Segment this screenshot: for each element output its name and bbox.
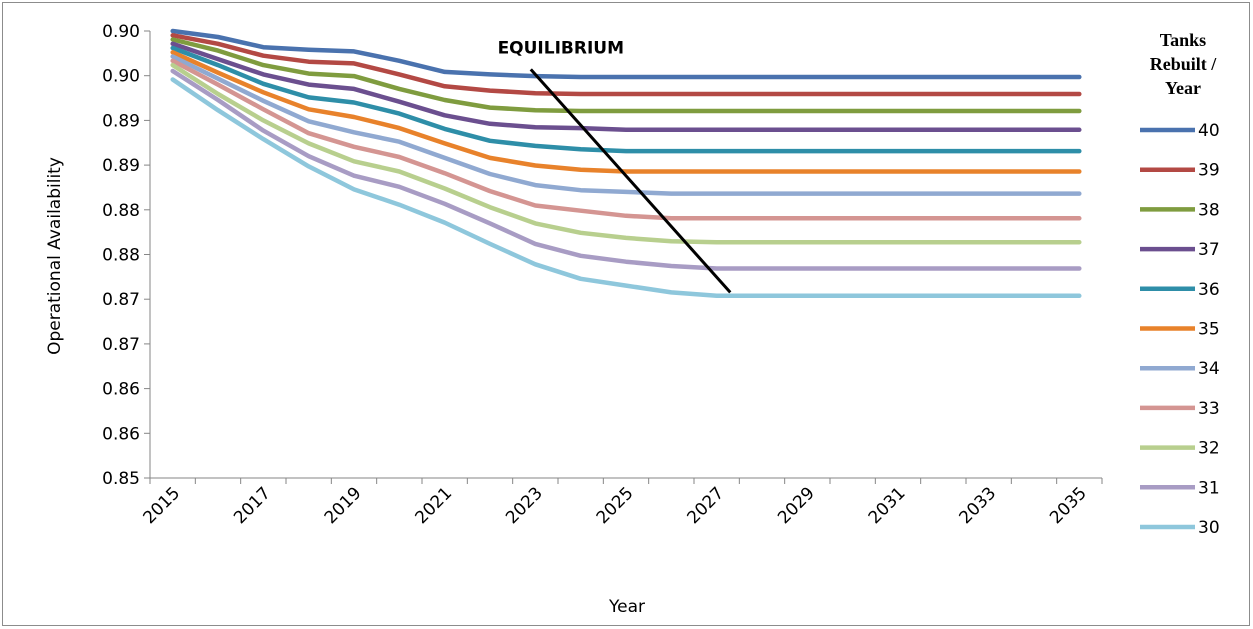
series-line-38 bbox=[170, 37, 1082, 114]
y-tick-label: 0.88 bbox=[102, 201, 140, 221]
x-tick-label: 2029 bbox=[774, 483, 819, 528]
series-line-36 bbox=[170, 45, 1082, 154]
y-tick-label: 0.90 bbox=[102, 67, 140, 87]
legend-title-line-3: Year bbox=[1165, 78, 1201, 98]
series-line-33 bbox=[170, 58, 1082, 221]
y-tick-label: 0.86 bbox=[102, 380, 140, 400]
series-line-35 bbox=[170, 50, 1082, 174]
y-axis-ticks: 0.85 0.86 0.86 0.87 0.87 0.88 0.88 0.89 0.89 0.90… bbox=[102, 22, 150, 489]
plot-area bbox=[149, 31, 1102, 479]
x-tick-label: 2021 bbox=[411, 483, 456, 528]
x-tick-label: 2031 bbox=[865, 483, 910, 528]
equilibrium-label: EQUILIBRIUM bbox=[498, 38, 624, 58]
y-tick-label: 0.88 bbox=[102, 246, 140, 266]
legend-title-line-2: Rebuilt / bbox=[1150, 54, 1218, 74]
x-tick-label: 2027 bbox=[683, 483, 728, 528]
x-tick-label: 2017 bbox=[230, 483, 275, 528]
legend-label-32: 32 bbox=[1198, 439, 1220, 459]
legend-label-39: 39 bbox=[1198, 161, 1220, 181]
series-line-31 bbox=[170, 68, 1082, 271]
x-tick-label: 2023 bbox=[502, 483, 547, 528]
x-axis-ticks: 2015 2017 2019 2021 2023 2025 2027 2029 2031 2033… bbox=[139, 478, 1103, 528]
x-tick-label: 2019 bbox=[321, 483, 366, 528]
equilibrium-line bbox=[529, 68, 732, 294]
legend-label-37: 37 bbox=[1198, 240, 1220, 260]
legend-label-34: 34 bbox=[1198, 359, 1220, 379]
legend-label-35: 35 bbox=[1198, 320, 1220, 340]
legend-label-38: 38 bbox=[1198, 200, 1220, 220]
legend-label-36: 36 bbox=[1198, 280, 1220, 300]
series-line-39 bbox=[170, 33, 1082, 97]
annotations: EQUILIBRIUM bbox=[498, 38, 732, 294]
series-line-37 bbox=[170, 41, 1082, 133]
y-tick-label: 0.86 bbox=[102, 424, 140, 444]
y-tick-label: 0.89 bbox=[102, 111, 140, 131]
legend: Tanks Rebuilt / Year 40 39 38 37 36 35 34 33 32 3… bbox=[1140, 30, 1220, 538]
series-line-32 bbox=[170, 62, 1082, 245]
y-tick-label: 0.85 bbox=[102, 469, 140, 489]
legend-label-33: 33 bbox=[1198, 399, 1220, 419]
x-tick-label: 2035 bbox=[1046, 483, 1091, 528]
legend-label-40: 40 bbox=[1198, 121, 1220, 141]
x-axis-title: Year bbox=[608, 597, 645, 617]
series-line-34 bbox=[170, 54, 1082, 196]
legend-label-31: 31 bbox=[1198, 478, 1220, 498]
legend-label-30: 30 bbox=[1198, 518, 1220, 538]
series-line-40 bbox=[170, 28, 1082, 80]
y-axis-title: Operational Availability bbox=[45, 157, 65, 355]
y-tick-label: 0.90 bbox=[102, 22, 140, 42]
x-tick-label: 2033 bbox=[955, 483, 1000, 528]
y-tick-label: 0.87 bbox=[102, 290, 140, 310]
y-tick-label: 0.87 bbox=[102, 335, 140, 355]
series-lines bbox=[170, 28, 1082, 299]
legend-title-line-1: Tanks bbox=[1160, 30, 1206, 50]
y-tick-label: 0.89 bbox=[102, 156, 140, 176]
series-line-30 bbox=[170, 77, 1082, 299]
x-tick-label: 2015 bbox=[139, 483, 184, 528]
x-tick-label: 2025 bbox=[593, 483, 638, 528]
